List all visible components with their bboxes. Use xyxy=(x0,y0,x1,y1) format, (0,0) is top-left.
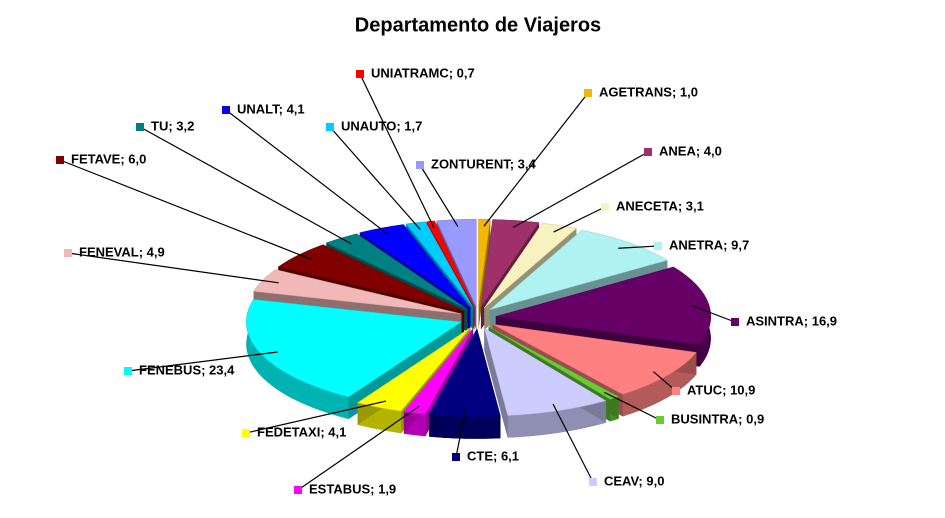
data-label: FENEBUS; 23,4 xyxy=(139,362,235,377)
leader-line xyxy=(512,151,649,228)
leader-line xyxy=(127,351,278,372)
slice-3d xyxy=(483,327,607,438)
leader-line xyxy=(604,391,661,421)
leader-line xyxy=(455,409,467,458)
data-label: AGETRANS; 1,0 xyxy=(599,84,698,99)
leader-line xyxy=(139,126,352,245)
label-marker xyxy=(731,318,739,326)
chart-title: Departamento de Viajeros xyxy=(355,14,601,36)
label-marker xyxy=(222,106,230,114)
leader-line xyxy=(329,126,421,230)
slice xyxy=(484,222,577,309)
slice xyxy=(495,266,712,345)
leader-line xyxy=(225,109,389,236)
slice xyxy=(483,327,607,416)
label-marker xyxy=(64,249,72,257)
label-marker xyxy=(656,416,664,424)
slice-rim xyxy=(429,414,501,439)
labels: AGETRANS; 1,0 ANEA; 4,0 ANECETA; 3,1 ANETRA… xyxy=(56,65,837,496)
slice-rim xyxy=(507,400,606,438)
slice xyxy=(436,218,477,308)
leader-line xyxy=(419,164,459,227)
data-label: ESTABUS; 1,9 xyxy=(309,481,396,496)
leader-line xyxy=(59,159,312,261)
slice xyxy=(277,244,465,312)
leader-line xyxy=(245,400,387,434)
label-marker xyxy=(294,486,302,494)
slice-rim xyxy=(622,352,697,417)
data-label: CEAV; 9,0 xyxy=(604,473,664,488)
leader-line xyxy=(552,403,594,483)
slice xyxy=(478,218,491,308)
leader-line xyxy=(67,252,279,284)
slice-3d xyxy=(428,328,501,439)
data-label: UNIATRAMC; 0,7 xyxy=(371,65,475,80)
label-marker xyxy=(56,156,64,164)
leader-line xyxy=(691,304,736,323)
label-marker xyxy=(356,70,364,78)
label-marker xyxy=(672,387,680,395)
label-marker xyxy=(452,453,460,461)
label-marker xyxy=(124,367,132,375)
slice xyxy=(492,324,697,395)
data-label: UNALT; 4,1 xyxy=(237,101,305,116)
slice xyxy=(488,326,620,400)
label-marker xyxy=(654,242,662,250)
slice-rim xyxy=(246,299,349,419)
data-label: ZONTURENT; 3,4 xyxy=(431,156,537,171)
data-label: BUSINTRA; 0,9 xyxy=(671,411,764,426)
label-marker xyxy=(584,89,592,97)
slice xyxy=(359,224,471,309)
data-label: CTE; 6,1 xyxy=(467,448,519,463)
data-label: ANECETA; 3,1 xyxy=(616,198,704,213)
label-marker xyxy=(644,148,652,156)
data-label: ANEA; 4,0 xyxy=(659,143,722,158)
label-marker xyxy=(416,161,424,169)
slice xyxy=(405,221,474,308)
data-label: UNAUTO; 1,7 xyxy=(341,118,422,133)
data-label: FETAVE; 6,0 xyxy=(71,151,146,166)
data-label: ASINTRA; 16,9 xyxy=(746,313,837,328)
label-marker xyxy=(242,429,250,437)
label-marker xyxy=(601,203,609,211)
data-label: TU; 3,2 xyxy=(151,118,194,133)
slice xyxy=(489,230,668,311)
label-marker xyxy=(326,123,334,131)
data-label: FENEVAL; 4,9 xyxy=(79,244,165,259)
data-label: FEDETAXI; 4,1 xyxy=(257,424,346,439)
label-marker xyxy=(589,478,597,486)
data-label: ANETRA; 9,7 xyxy=(669,237,749,252)
slice xyxy=(403,328,474,415)
slice-wall xyxy=(484,328,508,438)
slice-wall xyxy=(478,219,491,330)
leader-line xyxy=(359,73,435,229)
pie-sides xyxy=(246,218,712,439)
slice xyxy=(357,327,471,412)
data-label: ATUC; 10,9 xyxy=(687,382,755,397)
leader-line xyxy=(297,405,420,491)
leader-line xyxy=(618,245,659,249)
leader-line xyxy=(483,92,589,227)
leader-line xyxy=(553,206,606,233)
slice xyxy=(480,219,540,308)
label-marker xyxy=(136,123,144,131)
